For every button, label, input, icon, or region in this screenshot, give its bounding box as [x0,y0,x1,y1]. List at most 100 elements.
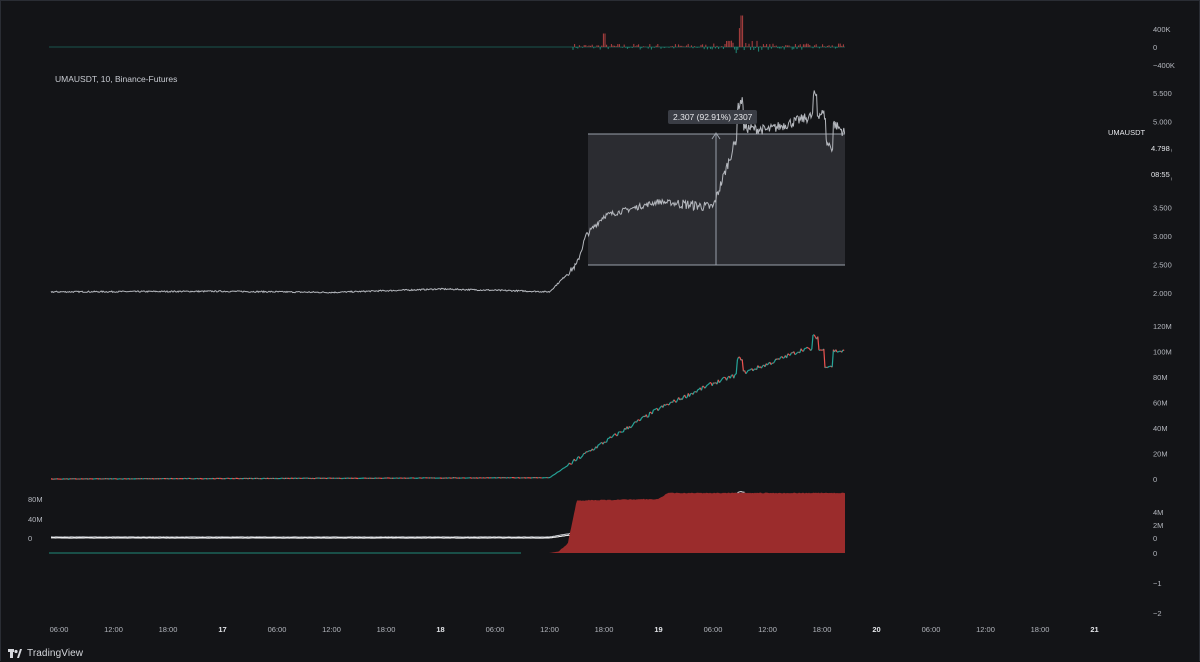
x-tick-label: 12:00 [322,625,341,634]
cvd-segment [795,354,796,355]
cvd-segment [689,394,690,397]
cvd-segment [632,425,633,427]
cvd-segment [561,469,562,470]
cvd-segment [749,369,750,370]
cvd-segment [742,359,743,371]
x-tick-label: 06:00 [486,625,505,634]
x-tick-label: 12:00 [976,625,995,634]
cvd-segment [577,457,578,460]
cvd-segment [611,436,612,437]
funding-tick-label: −2 [1153,609,1162,618]
cvd-segment [649,412,650,417]
x-tick-label: 18:00 [1031,625,1050,634]
cvd-segment [593,449,594,450]
cvd-segment [782,356,783,358]
cvd-segment [734,374,735,378]
x-tick-label: 06:00 [704,625,723,634]
cvd-segment [652,410,653,414]
cvd-segment [556,472,557,473]
cvd-segment [812,335,813,349]
cvd-segment [746,372,747,374]
x-tick-label: 06:00 [50,625,69,634]
cvd-segment [563,468,564,469]
cvd-segment [581,456,582,457]
cvd-segment [597,445,598,448]
oi-right-tick-label: 2M [1153,521,1163,530]
cvd-segment [575,460,576,461]
cvd-tick-label: 20M [1153,450,1168,459]
cvd-segment [559,471,560,472]
price-tick-label: 2.000 [1153,289,1172,298]
cvd-segment [554,474,555,475]
cvd-tick-label: 100M [1153,348,1172,357]
x-tick-label: 12:00 [758,625,777,634]
oi-left-tick-label: 0 [28,534,32,543]
cvd-segment [807,347,808,348]
cvd-segment [613,435,614,437]
cvd-segment [709,383,710,385]
cvd-segment [566,466,567,467]
cvd-segment [599,443,600,444]
cvd-segment [705,386,706,388]
cvd-segment [583,453,584,455]
cvd-segment [659,407,660,408]
cvd-segment [633,423,634,425]
cvd-segment [761,366,762,368]
funding-tick-label: 0 [1153,549,1157,558]
cvd-segment [838,351,839,352]
tradingview-brand: TradingView [27,648,83,659]
funding-pane [49,493,845,553]
last-price-value: 4.798 [1151,145,1170,154]
cvd-segment [572,461,573,464]
cvd-segment [779,357,780,359]
cvd-segment [788,354,789,355]
cvd-segment [787,354,788,358]
x-tick-label: 20 [872,625,880,634]
cvd-segment [693,392,694,395]
cvd-segment [603,442,604,444]
cvd-segment [806,347,807,348]
oi-right-tick-label: 4M [1153,508,1163,517]
cvd-segment [551,475,552,476]
bar-countdown: 08:55 [1151,171,1170,180]
volume-tick-label: 400K [1153,25,1171,34]
tradingview-icon [8,649,22,658]
x-tick-label: 18:00 [377,625,396,634]
cvd-segment [550,477,551,478]
cvd-segment [665,404,666,405]
cvd-segment [569,463,570,464]
volume-delta-pane [49,16,845,54]
measure-label: 2.307 (92.91%) 2307 [668,110,757,124]
cvd-segment [719,381,720,383]
x-tick-label: 21 [1090,625,1098,634]
cvd-segment [676,400,677,402]
cvd-tick-label: 120M [1153,322,1172,331]
funding-tick-label: −1 [1153,579,1162,588]
price-tick-label: 5.500 [1153,89,1172,98]
cvd-segment [615,434,616,436]
cvd-tick-label: 0 [1153,475,1157,484]
cvd-segment [555,473,556,474]
cvd-segment [801,349,802,351]
oi-right-tick-label: 0 [1153,534,1157,543]
cvd-segment [589,451,590,452]
cvd-segment [658,409,659,411]
cvd-segment [706,385,707,387]
x-tick-label: 06:00 [268,625,287,634]
cvd-segment [697,390,698,393]
tradingview-logo[interactable]: TradingView [8,648,83,659]
cvd-segment [730,375,731,378]
footer: TradingView [1,645,1199,662]
cvd-segment [641,417,642,418]
cvd-segment [669,403,670,405]
oi-left-tick-label: 40M [28,515,43,524]
symbol-tag: UMAUSDT [1108,128,1145,137]
cvd-segment [587,451,588,452]
chart-canvas[interactable]: 400K0−400K5.5005.0004.5004.0003.5003.000… [1,1,1199,645]
symbol-title[interactable]: UMAUSDT, 10, Binance-Futures [55,74,177,84]
cvd-segment [747,370,748,372]
cvd-segment [560,470,561,471]
cvd-segment [670,402,671,403]
cvd-segment [773,361,774,363]
